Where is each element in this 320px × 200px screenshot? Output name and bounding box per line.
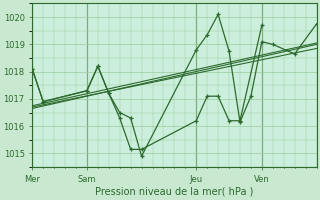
X-axis label: Pression niveau de la mer( hPa ): Pression niveau de la mer( hPa )	[95, 187, 253, 197]
